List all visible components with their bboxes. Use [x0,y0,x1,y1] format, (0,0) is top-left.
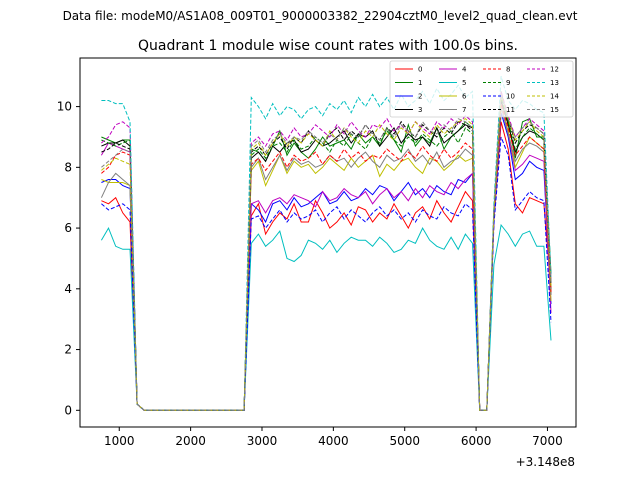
legend-label-2: 2 [418,93,422,101]
x-offset-label: +3.148e8 [516,455,575,469]
y-tick-label: 10 [57,100,72,114]
x-tick-label: 2000 [175,434,206,448]
x-tick-label: 6000 [461,434,492,448]
legend-label-9: 9 [506,79,510,87]
legend-label-3: 3 [418,106,422,114]
legend-label-14: 14 [550,93,559,101]
legend-label-6: 6 [462,93,467,101]
series-line-15 [101,94,552,411]
y-tick-label: 4 [64,282,72,296]
legend-label-7: 7 [462,106,466,114]
y-tick-label: 0 [64,403,72,417]
plot-area [100,76,552,411]
legend-box [389,60,574,118]
legend-label-5: 5 [462,79,466,87]
y-tick-label: 6 [64,221,72,235]
y-tick-label: 2 [64,343,72,357]
legend-label-8: 8 [506,66,510,74]
figure-suptitle: Data file: modeM0/AS1A08_009T01_90000033… [63,9,578,23]
x-tick-label: 3000 [247,434,278,448]
x-tick-label: 7000 [532,434,563,448]
y-tick-label: 8 [64,160,72,174]
legend-label-0: 0 [418,66,422,74]
x-tick-label: 1000 [104,434,135,448]
legend-label-12: 12 [550,66,559,74]
legend-label-1: 1 [418,79,422,87]
axes-frame [79,57,577,428]
legend-label-13: 13 [550,79,559,87]
legend-label-10: 10 [506,93,515,101]
chart-title: Quadrant 1 module wise count rates with … [138,38,518,54]
x-tick-label: 4000 [318,434,349,448]
legend-label-11: 11 [506,106,515,114]
x-tick-label: 5000 [389,434,420,448]
legend-label-15: 15 [550,106,559,114]
legend-label-4: 4 [462,66,467,74]
